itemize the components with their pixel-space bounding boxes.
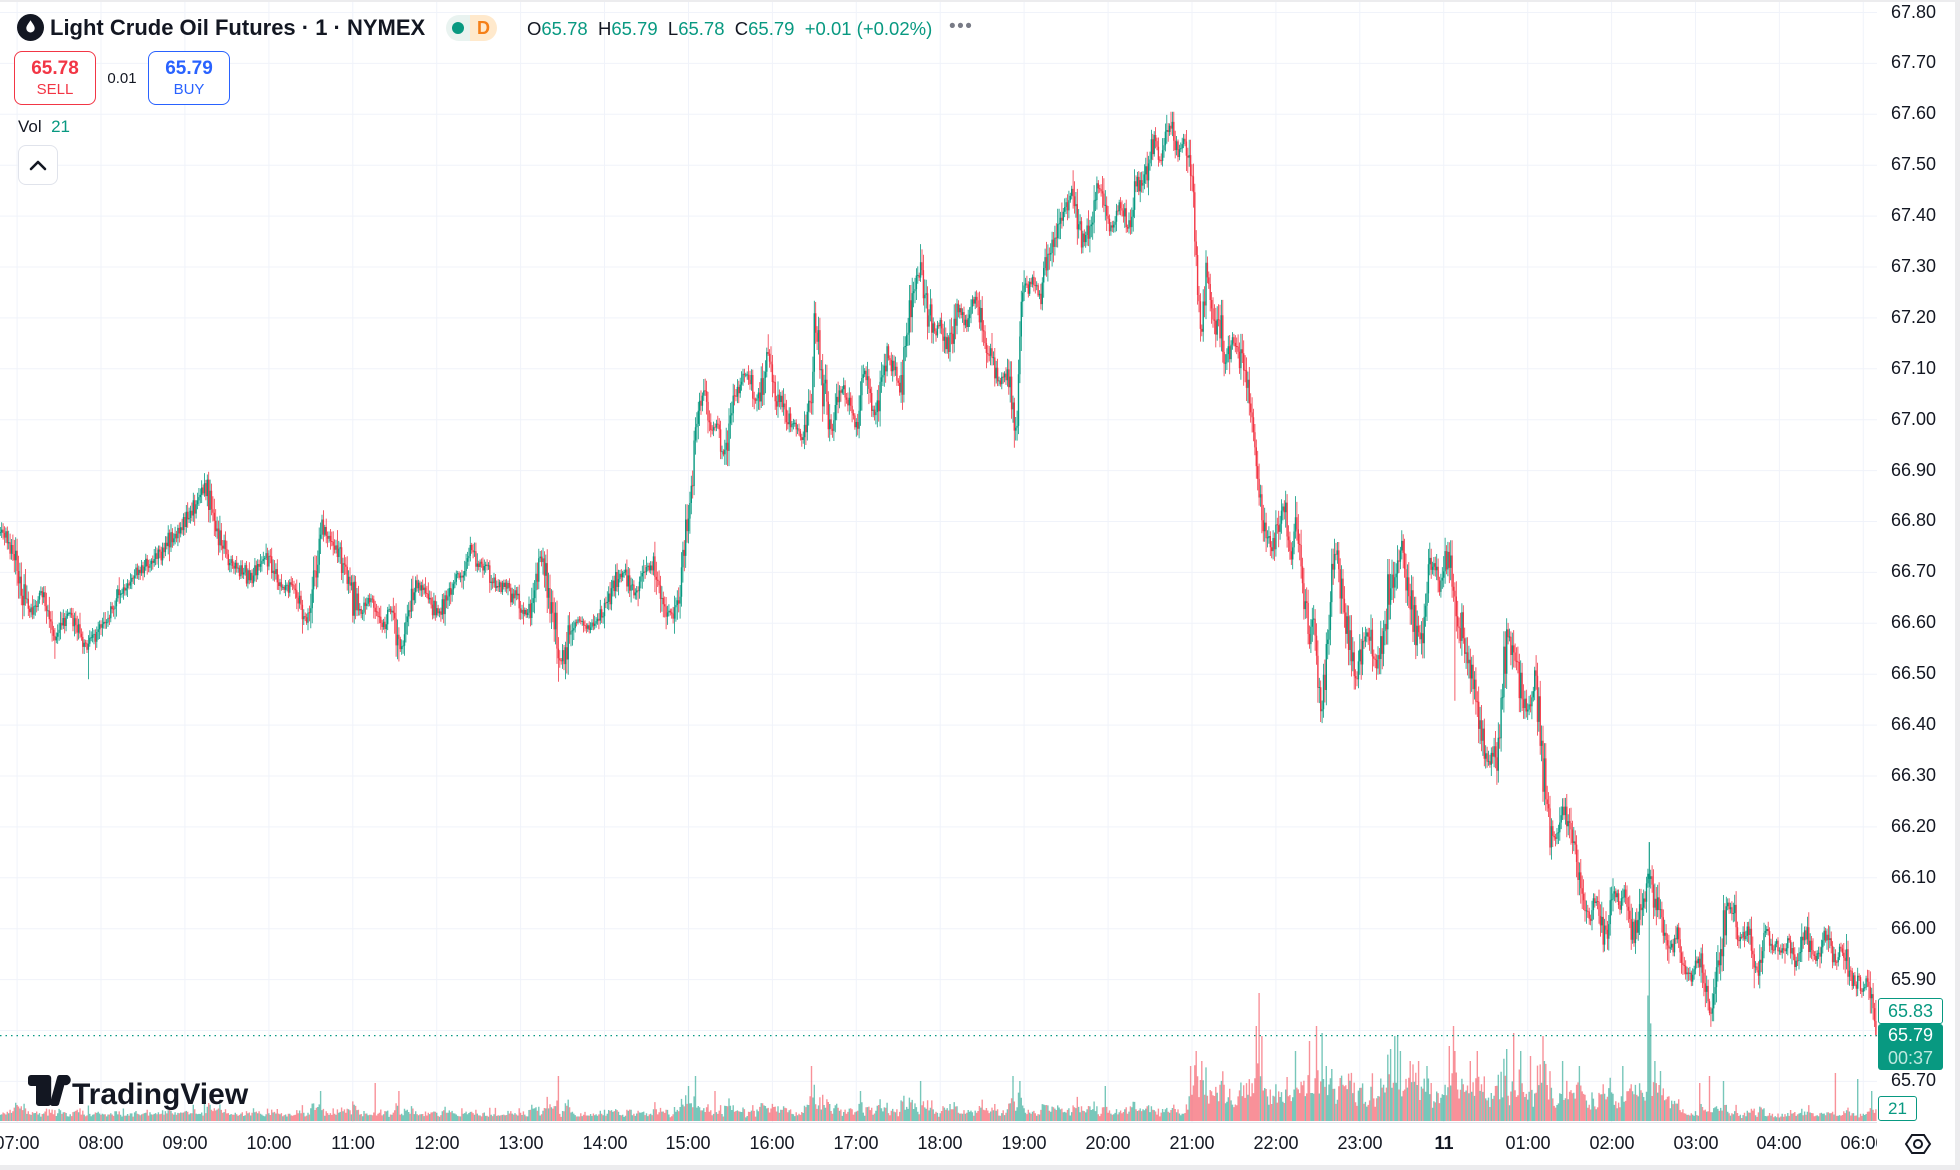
svg-text:TradingView: TradingView <box>72 1078 249 1111</box>
